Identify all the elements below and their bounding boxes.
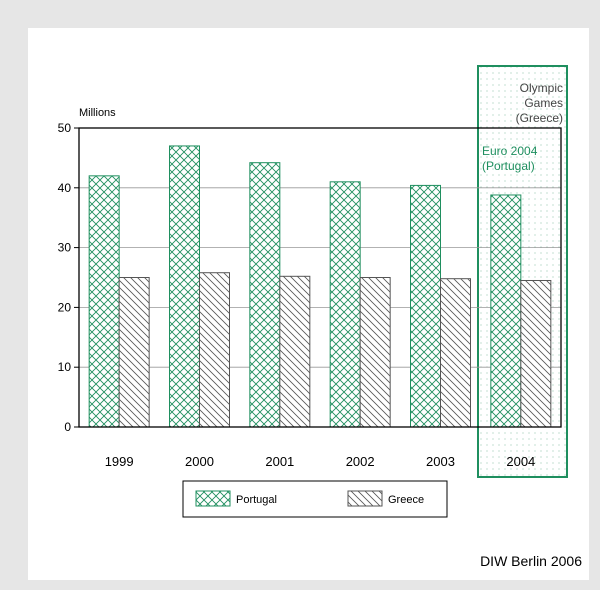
chart-panel: 0 10 20 30 40 50 1999 2000 2001 2002 2003 2004 Mil… xyxy=(28,28,589,580)
bar-chart: 0 10 20 30 40 50 1999 2000 2001 2002 2003 2004 Mil… xyxy=(58,65,568,518)
legend-swatch-greece xyxy=(347,490,383,507)
x-axis: 1999 2000 2001 2002 2003 2004 xyxy=(105,454,536,469)
legend-label-portugal: Portugal xyxy=(236,494,277,506)
bar-greece-1999 xyxy=(118,277,150,428)
x-tick-label: 2003 xyxy=(426,454,455,469)
annotation-euro-line: (Portugal) xyxy=(482,159,535,173)
y-tick-label: 0 xyxy=(64,420,71,434)
legend: Portugal Greece xyxy=(182,480,448,518)
bars-group xyxy=(88,145,552,428)
plot-frame xyxy=(78,127,562,428)
y-tick-label: 50 xyxy=(58,121,72,135)
bar-portugal-2003 xyxy=(410,184,441,428)
bar-greece-2000 xyxy=(199,272,230,428)
bar-greece-2001 xyxy=(279,275,311,428)
bar-portugal-1999 xyxy=(88,175,120,428)
legend-label-greece: Greece xyxy=(388,494,424,506)
annotation-olympic-line: Games xyxy=(524,96,563,110)
annotation-olympic-line: (Greece) xyxy=(516,111,563,125)
y-axis: 0 10 20 30 40 50 xyxy=(58,121,79,434)
annotation-olympic-line: Olympic xyxy=(520,81,563,95)
bar-portugal-2004 xyxy=(490,194,522,428)
annotation-euro-line: Euro 2004 xyxy=(482,144,538,158)
x-tick-label: 2001 xyxy=(265,454,294,469)
x-tick-label: 2002 xyxy=(346,454,375,469)
x-tick-label: 1999 xyxy=(105,454,134,469)
bar-portugal-2000 xyxy=(169,145,200,428)
y-tick-label: 20 xyxy=(58,300,72,314)
y-tick-label: 40 xyxy=(58,181,72,195)
x-tick-label: 2004 xyxy=(506,454,535,469)
source-label: DIW Berlin 2006 xyxy=(480,553,582,569)
bar-greece-2004 xyxy=(520,279,552,428)
bar-greece-2003 xyxy=(440,278,471,428)
legend-swatch-portugal xyxy=(195,490,231,507)
bar-portugal-2002 xyxy=(329,181,361,428)
y-axis-label: Millions xyxy=(79,107,116,119)
bar-greece-2002 xyxy=(359,277,391,428)
y-tick-label: 10 xyxy=(58,360,72,374)
y-tick-label: 30 xyxy=(58,241,72,255)
bar-portugal-2001 xyxy=(249,162,281,428)
x-tick-label: 2000 xyxy=(185,454,214,469)
